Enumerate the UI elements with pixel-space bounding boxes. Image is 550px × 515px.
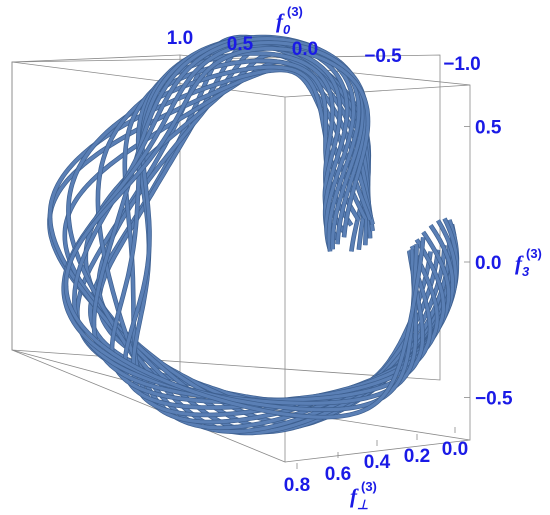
- box-back-face: [11, 54, 441, 381]
- f0-axis-title-sup: (3): [287, 4, 303, 19]
- f0-tick-label: −0.5: [364, 46, 402, 67]
- f0-tick-label: 0.5: [227, 34, 254, 55]
- f0-tick-label: 1.0: [167, 28, 193, 49]
- f3-tick-label: −0.5: [475, 389, 513, 410]
- trajectory-loop: [110, 36, 432, 404]
- fperp-tick-label: 0.2: [404, 446, 430, 467]
- f3-axis-title-sup: (3): [526, 246, 542, 261]
- trajectory-loop: [64, 46, 425, 419]
- f0-tick-label: 0.0: [292, 39, 318, 60]
- tick-labels: 1.0 0.5 0.0 −0.5 −1.0 0.5 0.0 −0.5 0.8 0.6 0.4 0.2 0…: [167, 28, 513, 496]
- trajectory-loop: [123, 39, 439, 410]
- fperp-tick-label: 0.4: [364, 452, 391, 473]
- fperp-tick-label: 0.0: [442, 439, 468, 460]
- tick-marks: [296, 126, 470, 469]
- f3-tick-label: 0.5: [475, 118, 502, 139]
- axis-titles: f0(3)f3(3)f⊥(3): [276, 4, 542, 512]
- fperp-axis-title-sup: (3): [361, 479, 377, 494]
- fperp-tick-label: 0.8: [284, 475, 310, 496]
- box-edge-bottom-right: [284, 439, 471, 463]
- trajectory-curve: [47, 34, 460, 436]
- fperp-tick-label: 0.6: [325, 464, 351, 485]
- f0-tick-label: −1.0: [443, 54, 481, 75]
- box-edge-top-left: [11, 54, 181, 63]
- f3-tick-label: 0.0: [475, 253, 501, 274]
